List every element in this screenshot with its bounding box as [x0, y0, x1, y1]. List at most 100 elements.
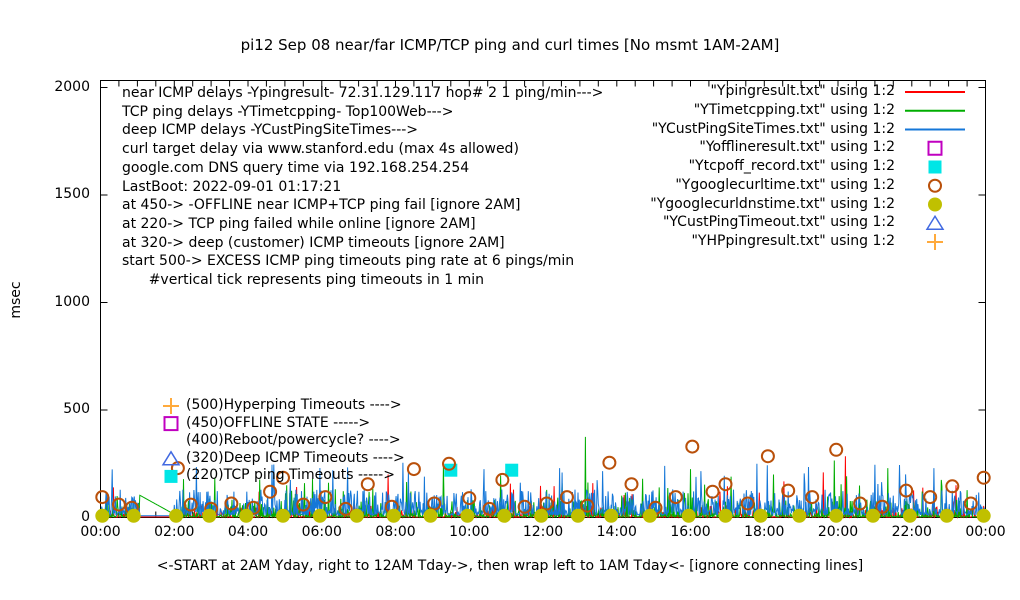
point-Ygooglecurltime.txt: [718, 477, 733, 492]
x-tick-label: 08:00: [375, 524, 416, 540]
legend-key-filled-square: [928, 160, 942, 174]
point-Ygooglecurltime.txt: [740, 496, 755, 511]
note-key-open-triangle: [161, 450, 181, 466]
point-Ygooglecurldnstime.txt: [571, 508, 585, 523]
legend-key-open-circle: [928, 178, 942, 193]
legend-key-open-triangle: [925, 214, 945, 230]
info-line-8: at 220-> TCP ping failed while online [i…: [122, 215, 476, 232]
point-Ygooglecurldnstime.txt: [95, 508, 110, 523]
point-Ygooglecurltime.txt: [427, 496, 442, 511]
x-tick-label: 12:00: [522, 524, 564, 540]
point-Ygooglecurltime.txt: [482, 501, 497, 516]
point-Ygooglecurltime.txt: [224, 496, 239, 511]
point-Ygooglecurltime.txt: [781, 483, 796, 498]
legend-label-5: "Ytcpoff_record.txt" using 1:2: [688, 158, 895, 174]
point-Ygooglecurltime.txt: [602, 455, 617, 470]
point-Ygooglecurltime.txt: [442, 456, 456, 471]
point-Ygooglecurldnstime.txt: [753, 508, 768, 523]
point-Ygooglecurldnstime.txt: [902, 508, 917, 523]
point-Ygooglecurldnstime.txt: [126, 508, 141, 523]
y-tick-label: 500: [63, 401, 90, 417]
point-Ygooglecurldnstime.txt: [642, 508, 657, 523]
info-line-9: at 320-> deep (customer) ICMP timeouts […: [122, 234, 505, 251]
point-Ygooglecurltime.txt: [246, 500, 261, 515]
point-Ygooglecurldnstime.txt: [239, 508, 254, 523]
point-Ygooglecurltime.txt: [495, 472, 510, 487]
point-Ygooglecurldnstime.txt: [349, 508, 364, 523]
point-Ygooglecurltime.txt: [923, 490, 938, 505]
point-Ygooglecurltime.txt: [580, 498, 595, 513]
point-Ytcpoff_record.txt: [505, 463, 519, 477]
threshold-note-2: (450)OFFLINE STATE ----->: [186, 414, 371, 431]
point-Ygooglecurltime.txt: [318, 490, 333, 505]
x-tick-label: 06:00: [301, 524, 342, 540]
point-Ygooglecurltime.txt: [963, 496, 978, 511]
legend-label-1: "Ypingresult.txt" using 1:2: [710, 83, 895, 99]
point-Ygooglecurltime.txt: [183, 497, 198, 512]
point-Ygooglecurldnstime.txt: [460, 508, 475, 523]
x-axis-caption: <-START at 2AM Yday, right to 12AM Tday-…: [156, 558, 864, 574]
point-Ygooglecurldnstime.txt: [202, 508, 217, 523]
legend-label-9: "YHPpingresult.txt" using 1:2: [691, 233, 895, 249]
legend-key-open-square: [927, 140, 943, 156]
threshold-note-4: (320)Deep ICMP Timeouts ---->: [186, 449, 405, 466]
legend-key-plus: [927, 234, 943, 250]
info-line-3: deep ICMP delays -YCustPingSiteTimes--->: [122, 122, 419, 139]
point-Ygooglecurltime.txt: [95, 490, 110, 505]
info-line-11: #vertical tick represents ping timeouts …: [122, 272, 484, 288]
point-Ygooglecurldnstime.txt: [423, 508, 438, 523]
point-Ygooglecurltime.txt: [276, 470, 290, 485]
threshold-note-5: (220)TCP ping Timeouts ----->: [186, 467, 395, 484]
point-Ygooglecurldnstime.txt: [718, 508, 733, 523]
point-Ygooglecurltime.txt: [945, 479, 960, 494]
point-Ygooglecurldnstime.txt: [939, 508, 954, 523]
legend-key-filled-circle: [928, 197, 942, 212]
note-key-plus: [163, 398, 179, 414]
point-Ygooglecurldnstime.txt: [386, 508, 401, 523]
point-Ygooglecurldnstime.txt: [312, 508, 327, 523]
x-tick-label: 10:00: [449, 524, 490, 540]
point-Ygooglecurltime.txt: [976, 470, 991, 485]
point-Ygooglecurltime.txt: [462, 491, 477, 506]
point-Ygooglecurltime.txt: [296, 497, 311, 512]
info-line-2: TCP ping delays -YTimetcpping- Top100Web…: [122, 103, 454, 120]
chart-title: pi12 Sep 08 near/far ICMP/TCP ping and c…: [240, 36, 780, 54]
info-line-7: at 450-> -OFFLINE near ICMP+TCP ping fai…: [122, 197, 521, 214]
legend-label-6: "Ygooglecurltime.txt" using 1:2: [675, 176, 895, 193]
legend-label-3: "YCustPingSiteTimes.txt" using 1:2: [651, 120, 895, 137]
point-Ygooglecurldnstime.txt: [604, 508, 619, 523]
y-tick-label: 1000: [54, 293, 90, 310]
point-Ygooglecurltime.txt: [263, 484, 278, 499]
info-line-10: start 500-> EXCESS ICMP ping timeouts pi…: [122, 253, 575, 270]
threshold-note-1: (500)Hyperping Timeouts ---->: [186, 397, 402, 413]
point-Ygooglecurltime.txt: [899, 483, 914, 498]
point-Ygooglecurldnstime.txt: [534, 508, 549, 523]
point-Ygooglecurltime.txt: [338, 501, 353, 516]
point-Ygooglecurltime.txt: [829, 442, 844, 457]
point-Ygooglecurldnstime.txt: [681, 508, 696, 523]
y-tick-label: 2000: [54, 78, 90, 95]
point-Ygooglecurltime.txt: [805, 490, 820, 505]
point-Ygooglecurltime.txt: [685, 439, 700, 454]
point-Ygooglecurltime.txt: [560, 490, 574, 505]
x-tick-label: 04:00: [227, 524, 269, 540]
threshold-note-3: (400)Reboot/powercycle? ---->: [186, 432, 401, 449]
point-Ygooglecurldnstime.txt: [866, 508, 880, 523]
point-Ygooglecurltime.txt: [517, 499, 532, 514]
point-Ygooglecurldnstime.txt: [276, 508, 290, 523]
note-key-filled-square: [164, 469, 178, 483]
x-tick-label: 00:00: [965, 524, 1006, 540]
legend-label-2: "YTimetcpping.txt" using 1:2: [693, 101, 895, 118]
x-tick-label: 18:00: [744, 524, 785, 540]
point-Ygooglecurltime.txt: [406, 462, 421, 477]
point-Ygooglecurltime.txt: [111, 497, 126, 512]
info-line-4: curl target delay via www.stanford.edu (…: [122, 141, 519, 158]
point-Ygooglecurltime.txt: [539, 496, 554, 511]
point-Ygooglecurltime.txt: [624, 477, 639, 492]
point-Ygooglecurltime.txt: [705, 484, 720, 499]
point-Ygooglecurltime.txt: [668, 490, 683, 505]
info-line-5: google.com DNS query time via 192.168.25…: [122, 159, 470, 176]
note-key-open-square: [163, 416, 179, 432]
point-Ygooglecurltime.txt: [360, 477, 375, 492]
